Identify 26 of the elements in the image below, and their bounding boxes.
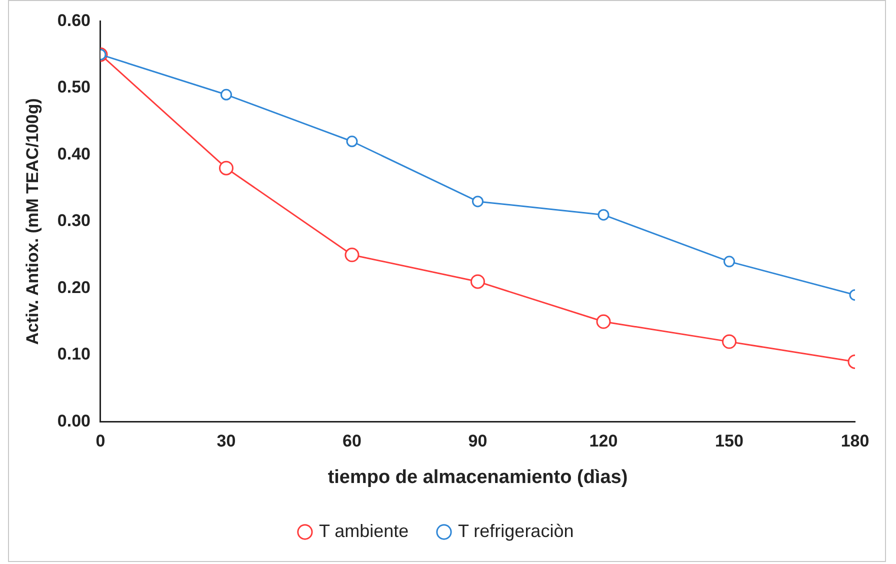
point — [470, 274, 485, 289]
y-tick-label: 0.30 — [57, 211, 90, 230]
x-axis-title: tiempo de almacenamiento (dìas) — [328, 466, 628, 488]
x-tick-label: 180 — [840, 432, 870, 451]
x-tick-label: 90 — [468, 432, 488, 451]
point — [472, 196, 484, 208]
point — [220, 88, 232, 100]
point — [344, 248, 360, 262]
point — [598, 209, 610, 221]
y-tick-label: 0.60 — [57, 10, 90, 30]
y-axis-title: Activ. Antiox. (mM TEAC/100g) — [22, 98, 42, 345]
y-tick-label: 0.20 — [57, 278, 90, 297]
legend-label: T refrigeraciòn — [458, 520, 574, 541]
x-tick-label: 30 — [216, 432, 236, 451]
y-tick-label: 0.50 — [57, 78, 90, 97]
x-tick-label: 0 — [96, 432, 106, 451]
point — [218, 160, 234, 176]
y-tick-label: 0.40 — [57, 144, 90, 164]
legend-label: T ambiente — [318, 520, 409, 541]
x-tick-label: 60 — [342, 432, 362, 451]
y-tick-label: 0.10 — [57, 344, 90, 364]
x-tick-label: 120 — [589, 432, 618, 451]
y-tick-label: 0.00 — [57, 411, 90, 430]
x-tick-label: 150 — [715, 432, 744, 451]
point — [596, 314, 611, 329]
point — [346, 136, 358, 148]
